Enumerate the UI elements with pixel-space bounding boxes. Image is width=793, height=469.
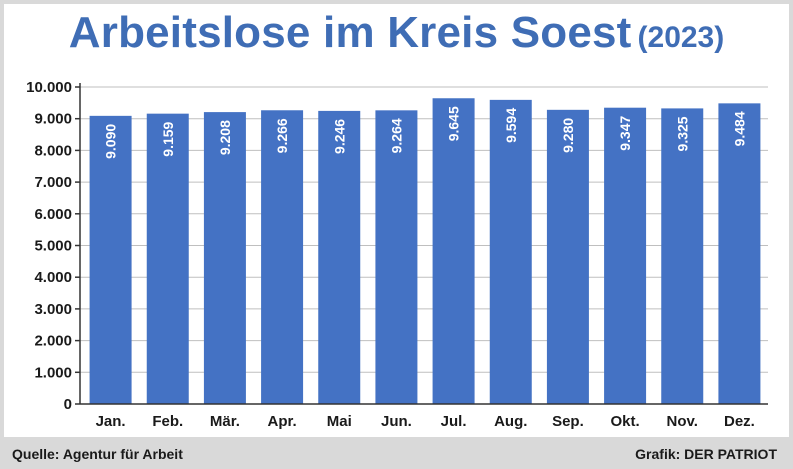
x-category-label: Jul.: [441, 413, 467, 430]
y-tick-label: 0: [64, 396, 72, 413]
source-note: Quelle: Agentur für Arbeit: [12, 446, 183, 462]
bar-value-label: 9.264: [388, 118, 404, 153]
bar: [146, 113, 189, 404]
bar: [375, 110, 418, 404]
x-category-label: Sep.: [552, 413, 584, 430]
y-tick-label: 6.000: [34, 206, 72, 223]
bar-value-label: 9.645: [446, 106, 462, 141]
bar-chart: 0 1.000 2.000 3.000 4.000 5.000 6.000 7.000 8.00…: [26, 79, 768, 430]
x-category-label: Nov.: [667, 413, 698, 430]
bar: [203, 112, 246, 405]
bar: [489, 99, 532, 404]
y-tick-label: 3.000: [34, 301, 72, 318]
x-category-label: Mai: [327, 413, 352, 430]
bar: [89, 115, 132, 405]
gridlines: [80, 86, 768, 373]
y-tick-label: 4.000: [34, 269, 72, 286]
y-tick-label: 10.000: [26, 79, 72, 96]
x-axis-labels: Jan. Feb. Mär. Apr. Mai Jun. Jul. Aug. Sep. Okt. N…: [96, 413, 755, 430]
y-tick-label: 5.000: [34, 238, 72, 255]
x-category-label: Jun.: [381, 413, 412, 430]
x-category-label: Jan.: [96, 413, 126, 430]
bar-value-label: 9.484: [731, 111, 747, 146]
bar-value-label: 9.280: [560, 118, 576, 153]
bar: [261, 110, 304, 405]
bar: [718, 103, 761, 404]
title-year: (2023): [637, 21, 725, 54]
bar: [661, 108, 704, 405]
x-category-label: Dez.: [724, 413, 755, 430]
footer-bar: Quelle: Agentur für Arbeit Grafik: DER P…: [0, 437, 793, 469]
bar-value-label: 9.090: [103, 124, 119, 159]
x-category-label: Aug.: [494, 413, 527, 430]
y-tick-label: 2.000: [34, 333, 72, 350]
bar: [546, 109, 589, 404]
y-axis-ticks: 0 1.000 2.000 3.000 4.000 5.000 6.000 7.000 8.00…: [26, 79, 80, 413]
chart-title: Arbeitslose im Kreis Soest (2023): [0, 8, 793, 58]
bar-value-label: 9.266: [274, 118, 290, 153]
bar-value-label: 9.347: [617, 115, 633, 150]
bar-value-label: 9.246: [331, 119, 347, 154]
y-tick-label: 1.000: [34, 364, 72, 381]
bar: [432, 98, 475, 404]
x-category-label: Feb.: [152, 413, 183, 430]
bar-value-label: 9.208: [217, 120, 233, 155]
title-main: Arbeitslose im Kreis Soest: [68, 8, 632, 57]
y-tick-label: 8.000: [34, 142, 72, 159]
x-category-label: Apr.: [267, 413, 296, 430]
x-category-label: Mär.: [210, 413, 240, 430]
bar: [318, 110, 361, 405]
bars: 9.090 9.159 9.208 9.266 9.246 9.264 9.645 9.594…: [89, 98, 761, 405]
bar: [604, 107, 647, 404]
credit-note: Grafik: DER PATRIOT: [635, 446, 777, 462]
bar-value-label: 9.159: [160, 121, 176, 156]
y-tick-label: 7.000: [34, 174, 72, 191]
y-tick-label: 9.000: [34, 111, 72, 128]
bar-value-label: 9.325: [674, 116, 690, 151]
bar-value-label: 9.594: [503, 108, 519, 143]
x-category-label: Okt.: [610, 413, 639, 430]
